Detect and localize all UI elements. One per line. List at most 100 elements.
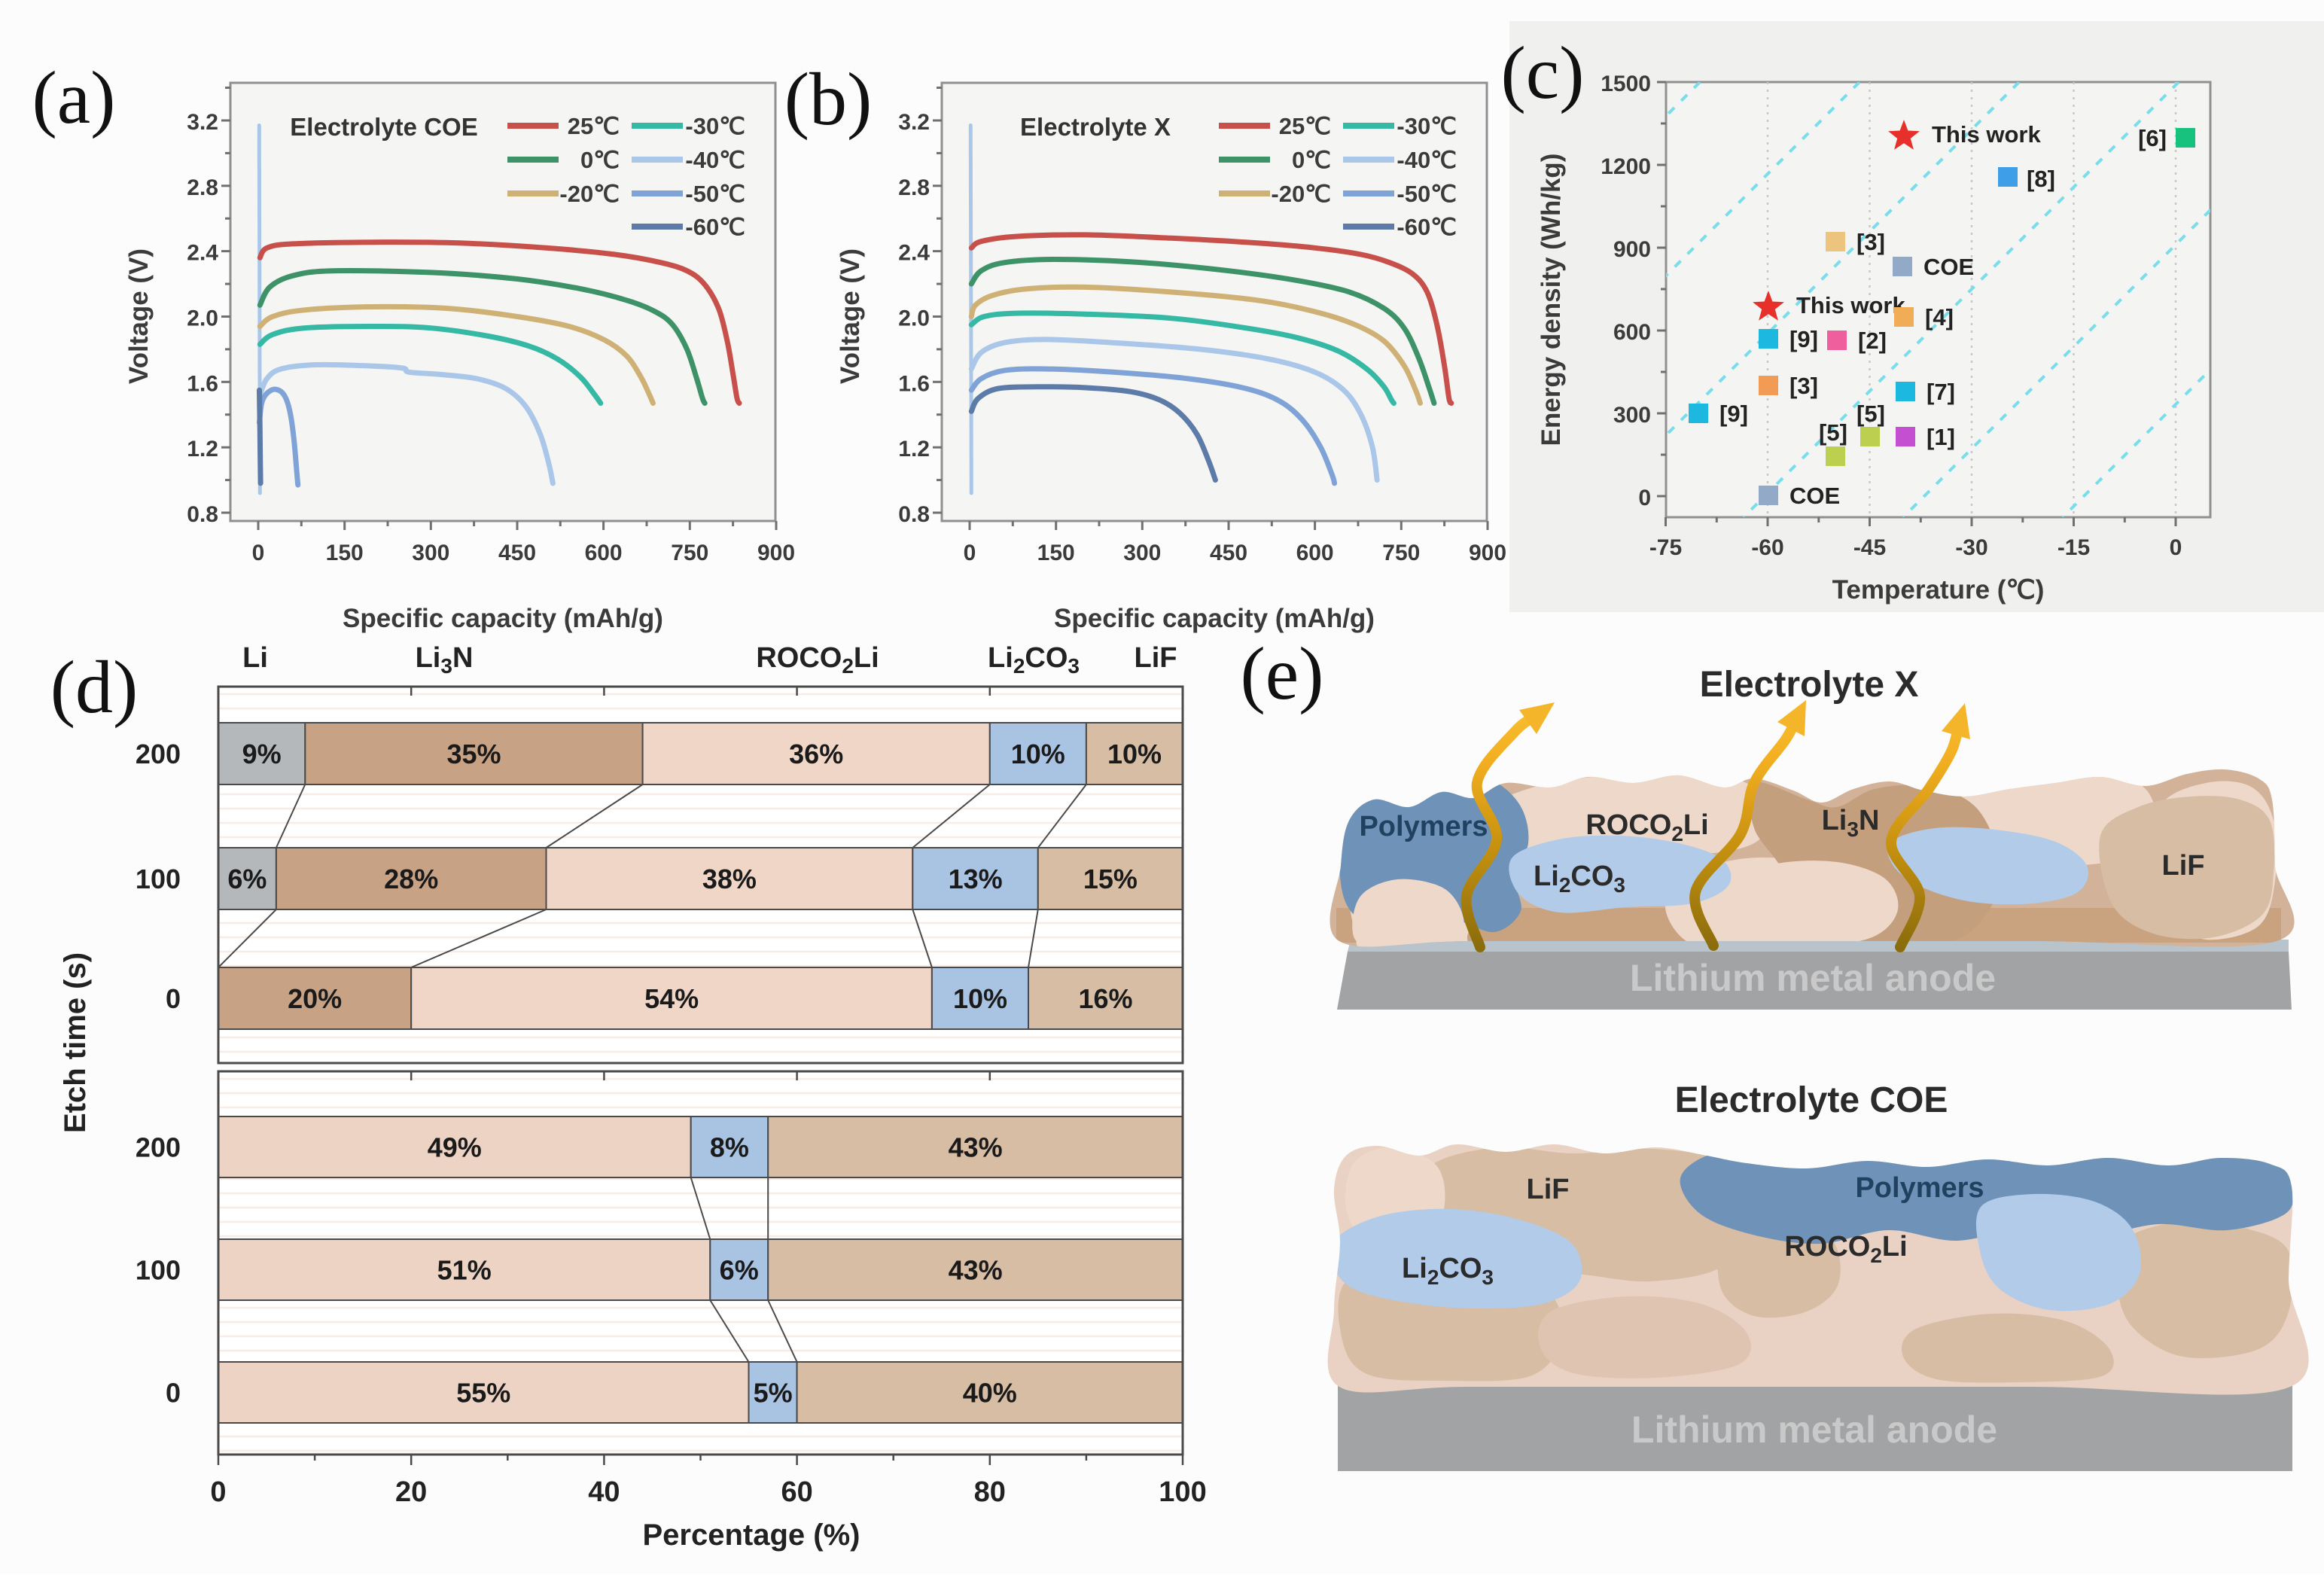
svg-text:28%: 28% (384, 864, 438, 894)
svg-text:0.8: 0.8 (187, 502, 218, 527)
svg-text:-30℃: -30℃ (1397, 113, 1457, 139)
svg-text:0: 0 (166, 983, 181, 1014)
svg-text:Specific capacity (mAh/g): Specific capacity (mAh/g) (343, 604, 663, 633)
svg-text:36%: 36% (789, 739, 843, 769)
svg-text:-15: -15 (2057, 535, 2090, 560)
svg-text:450: 450 (1210, 541, 1247, 565)
svg-text:-50℃: -50℃ (1397, 181, 1457, 207)
svg-text:80: 80 (974, 1476, 1006, 1508)
svg-text:0: 0 (210, 1476, 226, 1508)
svg-text:-20℃: -20℃ (1271, 181, 1331, 207)
svg-text:150: 150 (326, 541, 364, 565)
svg-text:40: 40 (588, 1476, 620, 1508)
svg-text:2.0: 2.0 (187, 306, 218, 331)
svg-text:15%: 15% (1083, 864, 1138, 894)
svg-text:0℃: 0℃ (580, 147, 620, 173)
svg-text:60: 60 (781, 1476, 812, 1508)
svg-text:[2]: [2] (1858, 327, 1887, 354)
svg-text:150: 150 (1037, 541, 1075, 565)
svg-text:Energy density (Wh/kg): Energy density (Wh/kg) (1537, 154, 1566, 446)
svg-text:750: 750 (671, 541, 708, 565)
svg-text:600: 600 (585, 541, 623, 565)
svg-text:49%: 49% (428, 1132, 482, 1163)
svg-text:(c): (c) (1501, 31, 1585, 114)
svg-text:1200: 1200 (1601, 154, 1651, 179)
svg-text:Percentage (%): Percentage (%) (643, 1519, 860, 1552)
svg-text:1.6: 1.6 (898, 371, 930, 396)
svg-text:55%: 55% (456, 1378, 510, 1409)
svg-text:1.2: 1.2 (187, 437, 218, 462)
svg-text:1.6: 1.6 (187, 371, 218, 396)
svg-text:25℃: 25℃ (568, 113, 620, 139)
svg-text:20%: 20% (288, 983, 342, 1014)
svg-text:6%: 6% (227, 864, 267, 894)
svg-text:Electrolyte X: Electrolyte X (1020, 113, 1171, 141)
svg-text:1500: 1500 (1601, 72, 1651, 96)
svg-text:-60℃: -60℃ (685, 214, 745, 240)
svg-text:2.0: 2.0 (898, 306, 930, 331)
svg-text:Li3N: Li3N (1822, 805, 1880, 841)
svg-text:750: 750 (1382, 541, 1420, 565)
svg-text:43%: 43% (949, 1255, 1003, 1286)
svg-text:0: 0 (252, 541, 265, 565)
svg-text:ROCO2Li: ROCO2Li (1784, 1231, 1907, 1267)
svg-text:ROCO2Li: ROCO2Li (1585, 809, 1708, 845)
svg-text:This work: This work (1932, 121, 2041, 148)
svg-text:100: 100 (1159, 1476, 1206, 1508)
svg-text:1.2: 1.2 (898, 437, 930, 462)
svg-text:35%: 35% (446, 739, 501, 769)
svg-text:10%: 10% (953, 983, 1007, 1014)
svg-text:-60℃: -60℃ (1397, 214, 1457, 240)
svg-text:100: 100 (136, 864, 181, 894)
svg-text:-20℃: -20℃ (559, 181, 620, 207)
svg-text:Polymers: Polymers (1359, 811, 1488, 842)
svg-text:Etch time (s): Etch time (s) (59, 952, 92, 1133)
svg-text:300: 300 (412, 541, 449, 565)
svg-text:(a): (a) (32, 56, 116, 139)
svg-text:43%: 43% (949, 1132, 1003, 1163)
svg-text:2.4: 2.4 (898, 241, 930, 266)
svg-text:Voltage (V): Voltage (V) (124, 248, 154, 384)
svg-text:13%: 13% (949, 864, 1003, 894)
svg-text:(b): (b) (784, 57, 873, 141)
svg-text:[9]: [9] (1789, 326, 1818, 352)
svg-text:900: 900 (1469, 541, 1506, 565)
svg-text:0.8: 0.8 (898, 502, 930, 527)
svg-text:25℃: 25℃ (1279, 113, 1331, 139)
svg-text:(e): (e) (1241, 632, 1324, 715)
svg-text:0: 0 (964, 541, 976, 565)
svg-text:16%: 16% (1078, 983, 1132, 1014)
svg-text:20: 20 (395, 1476, 427, 1508)
svg-text:0: 0 (166, 1378, 181, 1409)
svg-text:-50℃: -50℃ (685, 181, 745, 207)
svg-text:Li2CO3: Li2CO3 (1534, 861, 1625, 897)
svg-text:8%: 8% (710, 1132, 749, 1163)
svg-text:0: 0 (2170, 535, 2182, 560)
svg-text:Voltage (V): Voltage (V) (836, 248, 865, 384)
svg-text:200: 200 (136, 1132, 181, 1163)
svg-text:LiF: LiF (1527, 1174, 1570, 1205)
svg-text:450: 450 (498, 541, 536, 565)
svg-text:-40℃: -40℃ (685, 147, 745, 173)
svg-text:10%: 10% (1107, 739, 1162, 769)
svg-text:600: 600 (1613, 320, 1651, 345)
svg-text:Polymers: Polymers (1855, 1172, 1984, 1204)
svg-text:-60: -60 (1751, 535, 1783, 560)
svg-text:Temperature (℃): Temperature (℃) (1832, 575, 2045, 605)
svg-text:LiF: LiF (1135, 642, 1177, 674)
svg-text:COE: COE (1789, 483, 1840, 509)
svg-text:9%: 9% (242, 739, 282, 769)
svg-text:[9]: [9] (1719, 401, 1748, 427)
svg-text:3.2: 3.2 (898, 110, 930, 135)
svg-text:(d): (d) (50, 645, 139, 729)
svg-text:51%: 51% (437, 1255, 492, 1286)
svg-text:300: 300 (1123, 541, 1161, 565)
svg-text:2.4: 2.4 (187, 241, 218, 266)
svg-text:LiF: LiF (2162, 850, 2205, 882)
svg-text:COE: COE (1923, 254, 1974, 280)
svg-text:Li2CO3: Li2CO3 (1402, 1253, 1494, 1289)
svg-text:Li2CO3: Li2CO3 (988, 642, 1080, 678)
svg-text:-45: -45 (1853, 535, 1886, 560)
svg-text:10%: 10% (1011, 739, 1065, 769)
svg-text:5%: 5% (754, 1378, 793, 1409)
